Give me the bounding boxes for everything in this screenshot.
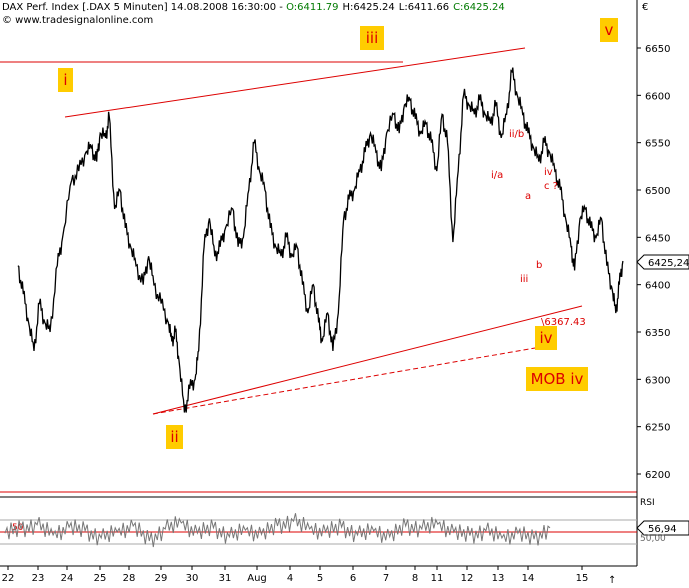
price-axis-ticks: 6200 6250 6300 6350 6400 6450 6500 6550 6600 6650 [637,44,670,481]
scroll-up-arrow-icon[interactable]: ↑ [608,575,616,586]
trendlines [0,47,583,415]
upper-channel-line [64,47,526,118]
wave-iv-small-annotation: iv [544,167,553,178]
time-tick-label: 29 [155,573,168,584]
time-tick-label: 12 [461,573,474,584]
wave-iii-label-box [360,26,384,50]
time-tick-label: 31 [219,573,232,584]
time-tick-label: 30 [186,573,199,584]
header-low: L:6411.66 [399,2,449,13]
rsi-label: RSI [640,498,655,508]
mob-iv-label-box [526,367,588,391]
wave-ii-label: ii [170,428,178,446]
time-tick-label: Aug [247,573,267,584]
price-tick-label: 6600 [645,91,670,102]
wave-i-label-box [58,68,73,92]
rsi-line [4,513,551,548]
header-title: DAX Perf. Index [.DAX 5 Minuten] 14.08.2… [2,2,505,13]
time-tick-label: 23 [32,573,45,584]
wave-iii-label: iii [366,29,379,47]
price-tick-label: 6200 [645,470,670,481]
wave-ia-annotation: i/a [491,170,503,181]
lower-channel-line [152,305,583,415]
price-tick-label: 6350 [645,328,670,339]
source-label: © www.tradesignalonline.com [2,15,153,26]
rsi-series: 50 [0,513,637,548]
time-tick-label: 24 [61,573,74,584]
mob-iv-label: MOB iv [531,370,584,388]
time-tick-label: 4 [287,573,293,584]
time-axis-ticks: 22 23 24 25 28 29 30 31 Aug 4 5 6 7 8 11 12 13 14 15 [2,566,589,584]
price-tick-label: 6300 [645,375,670,386]
wave-ii-label-box [166,425,183,449]
time-tick-label: 14 [522,573,535,584]
time-tick-label: 25 [94,573,107,584]
last-price-badge: 6425,24 [636,254,689,270]
time-tick-label: 28 [123,573,136,584]
wave-iv-label-box [535,326,557,350]
price-tick-label: 6250 [645,423,670,434]
time-tick-label: 11 [431,573,444,584]
chart-header: DAX Perf. Index [.DAX 5 Minuten] 14.08.2… [2,2,648,26]
currency-symbol: € [642,2,648,13]
time-tick-label: 22 [2,573,15,584]
wave-a-annotation: a [525,191,531,202]
time-tick-label: 8 [412,573,418,584]
time-tick-label: 15 [576,573,589,584]
wave-i-label: i [63,71,67,89]
header-open: O:6411.79 [286,2,338,13]
wave-iib-annotation: ii/b [509,129,524,140]
time-tick-label: 5 [317,573,323,584]
rsi-last-label: 56,94 [648,524,677,535]
dashed-channel-line [152,347,536,415]
low-price-annotation: \6367.43 [541,317,586,328]
price-tick-label: 6500 [645,186,670,197]
wave-iv-label: iv [539,329,552,347]
rsi-value-badge: 56,94 [636,520,689,536]
rsi-fifty-tick-label: 50,00 [640,534,666,544]
time-tick-label: 6 [350,573,356,584]
header-close: C:6425.24 [453,2,505,13]
price-tick-label: 6650 [645,44,670,55]
wave-b-annotation: b [536,260,542,271]
price-tick-label: 6550 [645,139,670,150]
price-tick-label: 6450 [645,233,670,244]
price-tick-label: 6400 [645,281,670,292]
header-high: H:6425.24 [343,2,395,13]
wave-c-annotation: c ? [544,181,558,192]
price-series [17,67,624,413]
time-tick-label: 13 [492,573,505,584]
wave-iii-small-annotation: iii [520,274,528,285]
last-price-label: 6425,24 [648,258,689,269]
wave-v-label-box [600,18,618,42]
time-tick-label: 7 [383,573,389,584]
price-line [17,67,624,413]
wave-v-label: v [605,21,614,39]
